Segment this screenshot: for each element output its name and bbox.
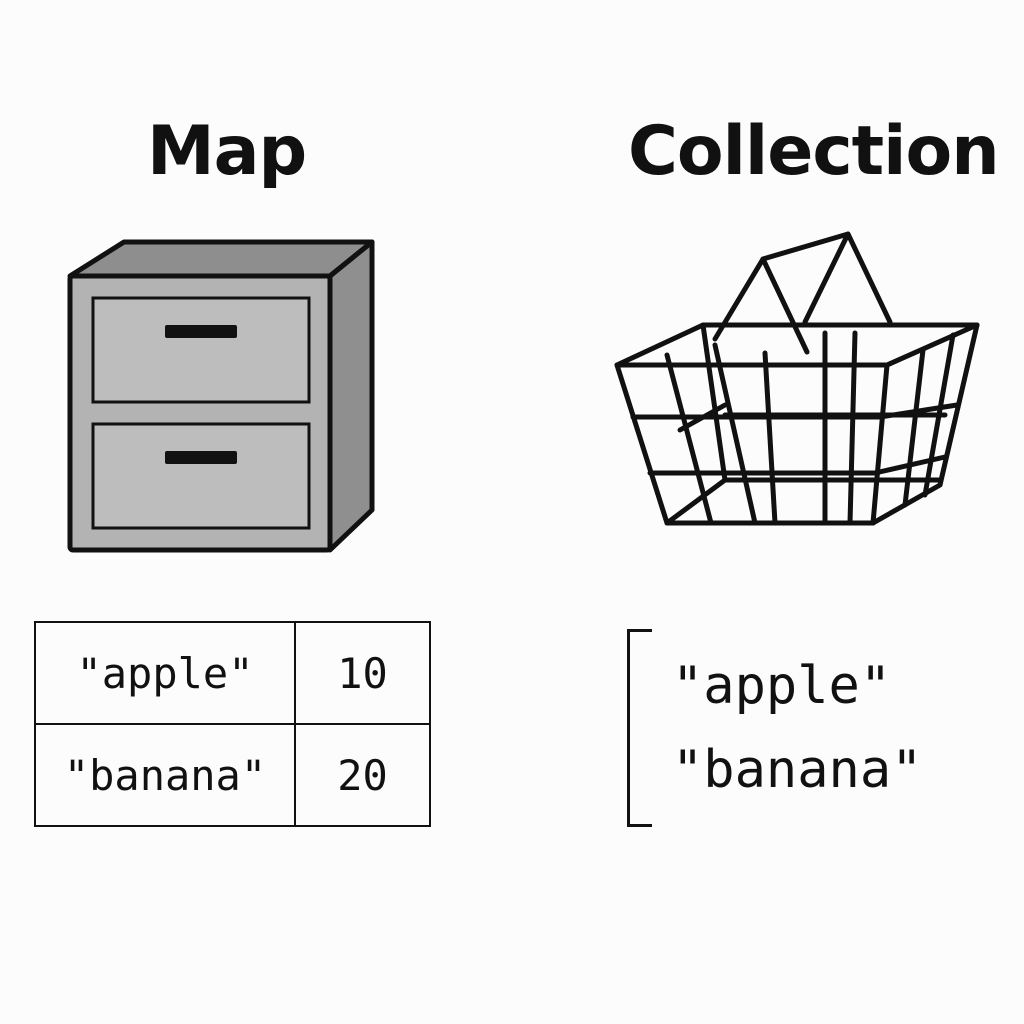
map-key: "apple" bbox=[34, 621, 296, 725]
map-value: 20 bbox=[294, 723, 431, 827]
map-title: Map bbox=[147, 112, 307, 191]
wire-basket-icon bbox=[614, 231, 980, 526]
table-row: "apple" 10 bbox=[34, 621, 431, 725]
list-bracket bbox=[627, 629, 652, 827]
collection-title: Collection bbox=[628, 112, 1000, 191]
list-item: "banana" bbox=[672, 740, 923, 800]
table-row: "banana" 20 bbox=[34, 723, 431, 827]
map-table: "apple" 10 "banana" 20 bbox=[34, 621, 431, 827]
filing-cabinet-icon bbox=[67, 239, 375, 553]
map-key: "banana" bbox=[34, 723, 296, 827]
list-item: "apple" bbox=[672, 656, 892, 716]
map-value: 10 bbox=[294, 621, 431, 725]
